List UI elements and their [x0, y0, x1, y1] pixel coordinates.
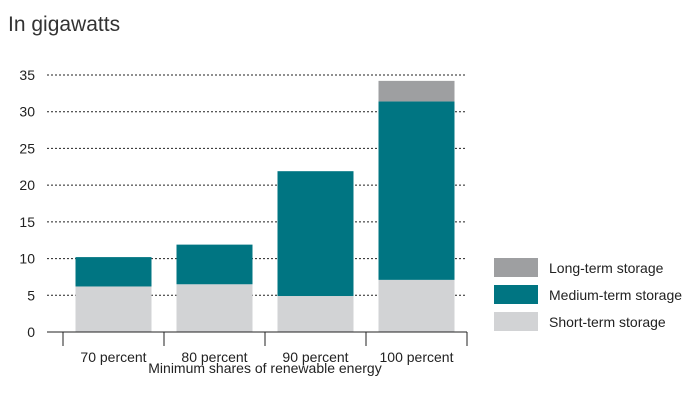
bar-segment: [378, 101, 455, 280]
legend-swatch: [494, 312, 538, 331]
y-tick-label: 10: [19, 251, 35, 267]
x-category-label: 80 percent: [181, 349, 247, 365]
bar-segment: [277, 171, 354, 297]
bar-segment: [75, 286, 152, 332]
legend-label: Medium-term storage: [549, 287, 682, 303]
x-category-label: 90 percent: [282, 349, 348, 365]
x-category-labels: 70 percent 80 percent 90 percent 100 percen…: [80, 349, 453, 365]
legend: Long-term storage Medium-term storage Shor…: [494, 258, 682, 331]
y-tick-label: 15: [19, 214, 35, 230]
y-tick-label: 30: [19, 104, 35, 120]
y-tick-label: 20: [19, 177, 35, 193]
legend-label: Long-term storage: [549, 260, 664, 276]
x-category-label: 100 percent: [380, 349, 454, 365]
y-tick-label: 35: [19, 67, 35, 83]
legend-label: Short-term storage: [549, 314, 666, 330]
y-tick-label: 25: [19, 140, 35, 156]
bar-segment: [176, 244, 253, 285]
chart-title: In gigawatts: [8, 13, 120, 36]
axes: [47, 331, 468, 346]
bar-segment: [75, 257, 152, 287]
bar-segment: [378, 279, 455, 332]
y-tick-label: 5: [27, 287, 35, 303]
bar-segment: [378, 80, 455, 102]
legend-swatch: [494, 285, 538, 304]
bar-segment: [277, 296, 354, 332]
legend-swatch: [494, 258, 538, 277]
x-category-label: 70 percent: [80, 349, 146, 365]
y-tick-label: 0: [27, 324, 35, 340]
x-axis-label: Minimum shares of renewable energy: [148, 360, 381, 376]
bars: [75, 80, 455, 332]
y-tick-labels: 0 5 10 15 20 25 30 35: [19, 67, 35, 340]
bar-segment: [176, 284, 253, 332]
